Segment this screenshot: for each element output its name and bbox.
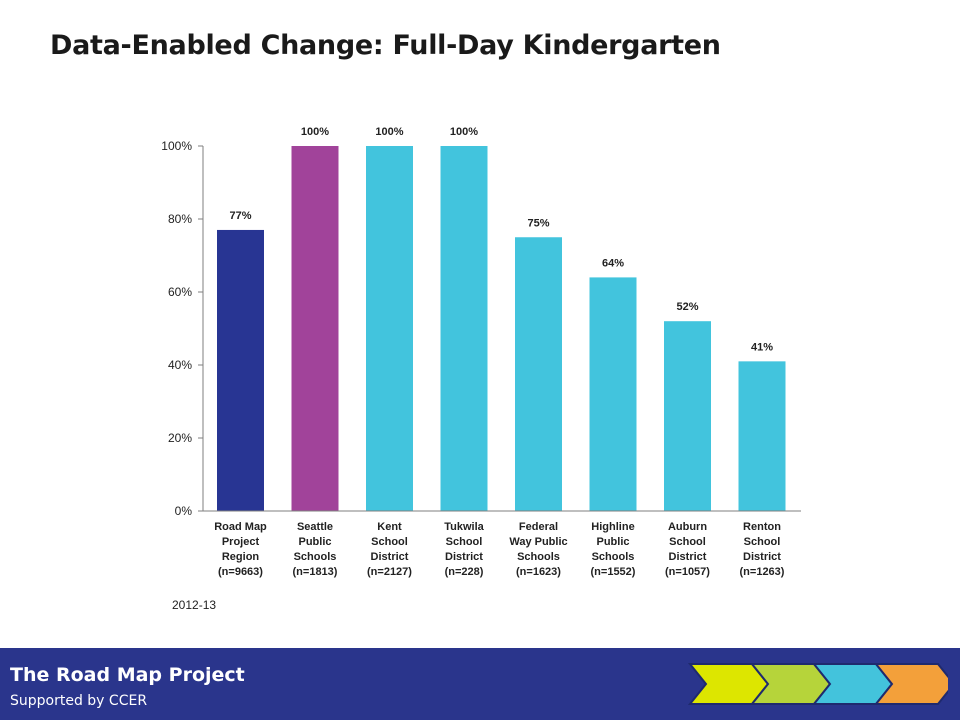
footer-title: The Road Map Project	[10, 664, 245, 686]
bar	[589, 277, 637, 511]
x-tick-label: Road Map Project Region (n=9663)	[214, 521, 267, 578]
x-tick-label: Federal Way Public Schools (n=1623)	[509, 521, 567, 578]
bars	[217, 146, 786, 511]
y-tick-label: 60%	[168, 285, 192, 299]
page-title: Data-Enabled Change: Full-Day Kindergart…	[50, 30, 721, 61]
y-tick-label: 40%	[168, 358, 192, 372]
bar	[515, 237, 562, 511]
data-label: 100%	[301, 126, 329, 138]
footer-bar: The Road Map Project Supported by CCER	[0, 648, 960, 720]
bar	[664, 321, 711, 511]
y-tick-label: 0%	[175, 504, 193, 518]
data-label: 52%	[676, 301, 698, 313]
data-label: 64%	[602, 257, 624, 269]
year-note: 2012-13	[172, 598, 217, 612]
y-axis: 0% 20% 40% 60% 80% 100%	[161, 139, 204, 518]
road-map-logo	[688, 663, 948, 705]
y-tick-label: 80%	[168, 212, 192, 226]
data-label: 75%	[527, 217, 549, 229]
bar	[366, 146, 413, 511]
y-tick-label: 20%	[168, 431, 192, 445]
x-tick-label: Renton School District (n=1263)	[740, 521, 785, 578]
data-label: 100%	[450, 126, 478, 138]
bar	[738, 361, 786, 511]
logo-chevron-shape	[873, 663, 948, 705]
x-tick-label: Tukwila School District (n=228)	[444, 521, 484, 578]
bar	[291, 146, 339, 511]
footer-subtitle: Supported by CCER	[10, 693, 148, 709]
bar-chart: 0% 20% 40% 60% 80% 100% 77% 100% 100% 100% 75% 64%…	[161, 126, 801, 578]
value-labels: 77% 100% 100% 100% 75% 64% 52% 41%	[229, 126, 773, 353]
x-tick-label: Kent School District (n=2127)	[367, 521, 412, 578]
bar	[217, 229, 264, 511]
bar	[440, 146, 488, 511]
data-label: 100%	[375, 126, 403, 138]
x-tick-label: Highline Public Schools (n=1552)	[591, 521, 636, 578]
data-label: 41%	[751, 341, 773, 353]
y-tick-label: 100%	[161, 139, 192, 153]
data-label: 77%	[229, 210, 251, 222]
x-tick-label: Seattle Public Schools (n=1813)	[293, 521, 338, 578]
x-axis-labels: Road Map Project Region (n=9663) Seattle Publ…	[214, 521, 785, 578]
x-tick-label: Auburn School District (n=1057)	[665, 521, 710, 578]
